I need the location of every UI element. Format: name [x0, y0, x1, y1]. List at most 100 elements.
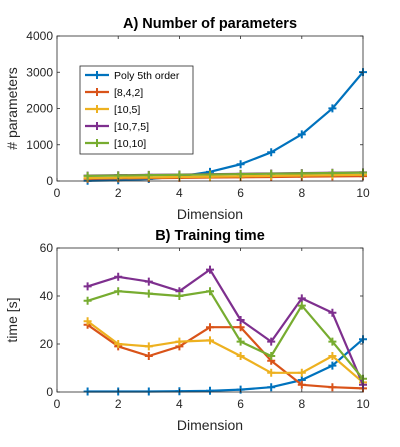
- data-point: [297, 169, 306, 178]
- y-tick-label: 60: [40, 241, 54, 255]
- data-point: [206, 386, 214, 395]
- y-tick-label: 0: [46, 174, 53, 188]
- chart-b: 0 2 4 6 8 10 0 20 40 60 B) Training time Dimension t…: [4, 228, 370, 433]
- data-point: [175, 292, 184, 300]
- legend-label: Poly 5th order: [114, 70, 180, 82]
- data-point: [267, 352, 276, 360]
- y-axis-label: time [s]: [4, 297, 20, 342]
- x-axis-label: Dimension: [177, 206, 243, 222]
- data-point: [328, 352, 337, 360]
- chart-a: 0 2 4 6 8 10 0 1000 2000 3000 4000 A) Number of par…: [4, 16, 370, 222]
- data-point: [328, 168, 337, 177]
- legend-marker: [93, 88, 101, 96]
- series-line: [87, 268, 365, 386]
- y-tick-label: 40: [40, 289, 54, 303]
- y-tick-label: 20: [40, 337, 54, 351]
- data-point: [206, 323, 214, 332]
- data-point: [297, 294, 306, 303]
- data-point: [206, 287, 214, 296]
- legend-item: [10,7,5]: [85, 121, 149, 133]
- series-line: [87, 171, 364, 177]
- y-axis-label: # parameters: [4, 67, 20, 149]
- series-line: [86, 320, 364, 384]
- data-point: [114, 287, 123, 296]
- data-point: [206, 265, 214, 274]
- y-tick-label: 0: [46, 385, 53, 399]
- data-point: [267, 368, 276, 377]
- data-point: [175, 170, 184, 179]
- data-point: [206, 336, 214, 345]
- data-point: [297, 301, 306, 310]
- x-tick-label: 2: [115, 186, 122, 200]
- data-point: [144, 342, 153, 351]
- data-point: [144, 289, 153, 298]
- x-axis-label: Dimension: [177, 417, 243, 433]
- chart-title: B) Training time: [155, 228, 265, 244]
- x-tick-label: 8: [298, 397, 305, 411]
- data-point: [328, 308, 337, 317]
- data-point: [206, 170, 214, 179]
- data-point: [267, 337, 276, 346]
- x-tick-label: 6: [237, 397, 244, 411]
- series-4: [83, 287, 367, 383]
- data-point: [267, 383, 276, 392]
- data-point: [236, 170, 245, 179]
- legend-item: [10,5]: [85, 104, 140, 116]
- y-tick-label: 2000: [26, 102, 53, 116]
- x-tick-label: 10: [356, 397, 370, 411]
- data-point: [328, 337, 337, 346]
- data-point: [297, 380, 306, 389]
- legend-marker: [93, 105, 101, 113]
- legend-marker: [93, 139, 101, 147]
- data-point: [144, 171, 153, 180]
- legend-label: [8,4,2]: [114, 87, 143, 99]
- data-point: [236, 323, 245, 332]
- data-point: [144, 352, 153, 360]
- x-tick-label: 4: [176, 397, 183, 411]
- series-line: [87, 338, 364, 393]
- data-point: [328, 361, 337, 370]
- legend-label: [10,7,5]: [114, 121, 149, 133]
- x-tick-label: 10: [356, 186, 370, 200]
- data-point: [114, 340, 123, 348]
- data-point: [297, 130, 306, 139]
- legend-item: [8,4,2]: [85, 87, 143, 99]
- data-point: [83, 387, 92, 396]
- series-line: [87, 173, 364, 180]
- data-point: [144, 387, 153, 396]
- data-point: [236, 352, 245, 360]
- legend: Poly 5th order [8,4,2] [10,5] [10,7,5] [10,1…: [79, 65, 194, 155]
- legend-marker: [93, 122, 101, 130]
- data-point: [267, 148, 276, 157]
- data-point: [175, 337, 184, 346]
- data-point: [236, 160, 245, 169]
- data-point: [114, 272, 123, 281]
- data-point: [144, 277, 153, 286]
- data-point: [267, 169, 276, 178]
- data-point: [328, 383, 337, 392]
- legend-label: [10,10]: [114, 138, 146, 150]
- x-tick-label: 2: [115, 397, 122, 411]
- x-tick-label: 0: [54, 186, 61, 200]
- data-point: [83, 317, 92, 326]
- legend-item: Poly 5th order: [85, 70, 180, 82]
- series-line: [87, 71, 364, 182]
- data-point: [83, 171, 92, 180]
- data-point: [236, 337, 245, 346]
- data-point: [236, 316, 245, 324]
- legend-label: [10,5]: [114, 104, 140, 116]
- y-tick-label: 3000: [26, 65, 53, 79]
- y-tick-label: 1000: [26, 138, 53, 152]
- axes-box: [56, 247, 364, 393]
- data-point: [297, 368, 306, 377]
- legend-item: [10,10]: [85, 138, 146, 150]
- data-point: [328, 104, 337, 113]
- x-tick-label: 4: [176, 186, 183, 200]
- series-0: [83, 335, 367, 396]
- legend-marker: [93, 71, 101, 79]
- x-tick-label: 8: [298, 186, 305, 200]
- x-tick-label: 6: [237, 186, 244, 200]
- chart-title: A) Number of parameters: [123, 16, 297, 32]
- series-line: [87, 290, 364, 380]
